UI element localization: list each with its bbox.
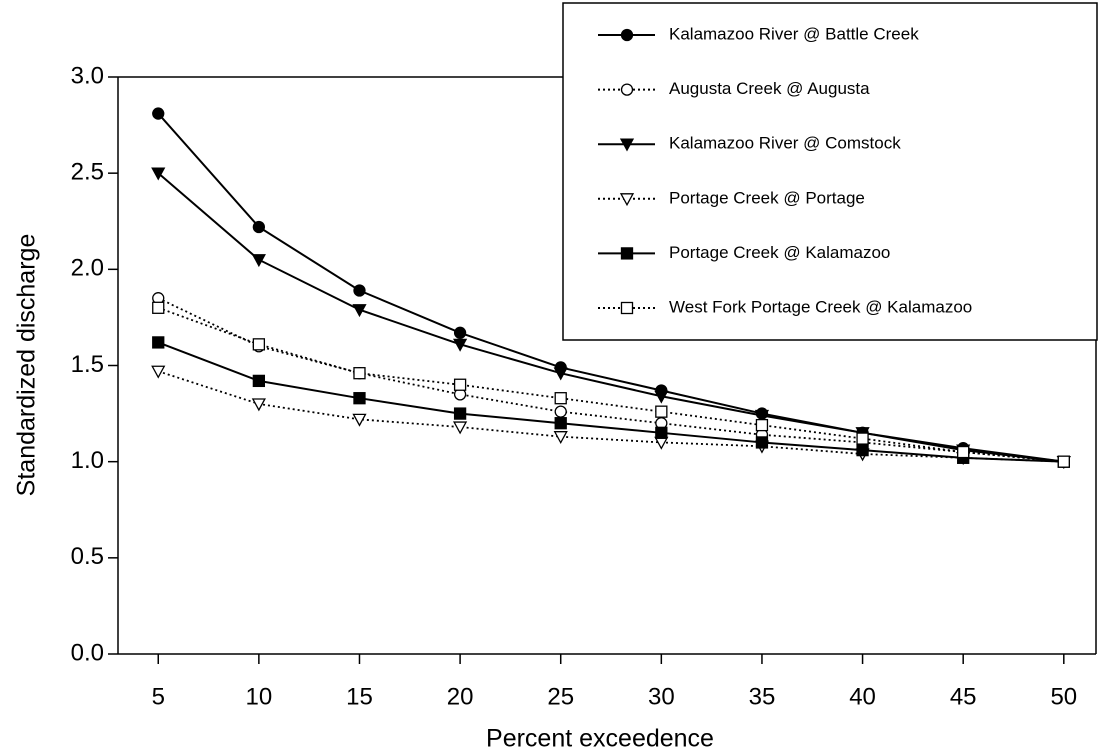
data-point xyxy=(554,417,567,430)
data-point xyxy=(754,409,770,423)
data-point xyxy=(755,418,769,432)
series-line xyxy=(157,370,1064,463)
data-point xyxy=(1057,455,1070,468)
x-tick-label: 40 xyxy=(849,683,876,710)
data-point xyxy=(453,421,468,435)
legend-marker xyxy=(619,138,635,152)
data-point xyxy=(655,405,668,418)
x-tick-label: 20 xyxy=(447,683,474,710)
legend-label: Augusta Creek @ Augusta xyxy=(669,79,870,98)
data-point xyxy=(252,374,266,388)
legend-marker xyxy=(620,28,634,42)
x-tick-label: 10 xyxy=(246,683,273,710)
y-tick-label: 2.5 xyxy=(71,159,104,186)
x-tick-label: 50 xyxy=(1050,683,1077,710)
x-tick-label: 5 xyxy=(152,683,165,710)
legend-marker xyxy=(620,301,634,315)
data-point xyxy=(553,367,568,381)
data-point xyxy=(151,167,166,181)
data-point xyxy=(755,436,769,449)
y-tick-label: 3.0 xyxy=(71,62,104,89)
series-line xyxy=(157,341,1064,463)
legend-marker xyxy=(620,247,634,260)
data-point xyxy=(252,338,266,351)
y-axis-title: Standardized discharge xyxy=(13,234,41,497)
legend-label: Kalamazoo River @ Battle Creek xyxy=(669,24,919,43)
legend-marker xyxy=(619,193,635,207)
x-tick-label: 25 xyxy=(547,683,574,710)
data-point xyxy=(554,405,567,418)
x-tick-label: 30 xyxy=(648,683,675,710)
legend-label: Portage Creek @ Kalamazoo xyxy=(669,243,890,262)
x-tick-label: 35 xyxy=(749,683,776,710)
legend-label: Portage Creek @ Portage xyxy=(669,188,865,207)
data-point xyxy=(353,367,366,380)
data-point xyxy=(453,326,467,339)
data-point xyxy=(353,392,366,405)
series-line xyxy=(157,297,1064,463)
data-point xyxy=(856,432,869,445)
data-point xyxy=(554,392,567,405)
data-point xyxy=(152,336,165,349)
data-point xyxy=(453,338,468,352)
x-axis-title: Percent exceedence xyxy=(486,725,714,753)
data-point xyxy=(654,390,669,404)
data-point xyxy=(252,220,266,234)
data-point xyxy=(957,445,970,459)
legend: Kalamazoo River @ Battle Creek Augusta Cr… xyxy=(562,2,1098,341)
y-tick-label: 0.5 xyxy=(71,543,104,570)
data-point xyxy=(152,301,165,314)
series-line xyxy=(157,172,1064,463)
y-tick-label: 1.5 xyxy=(71,351,104,378)
legend-label: West Fork Portage Creek @ Kalamazoo xyxy=(669,297,972,316)
legend-box xyxy=(562,2,1098,341)
series-line xyxy=(157,306,1064,463)
data-point xyxy=(453,407,467,420)
data-point xyxy=(453,378,467,391)
x-tick-label: 45 xyxy=(950,683,977,710)
data-point xyxy=(353,284,366,297)
legend-label: Kalamazoo River @ Comstock xyxy=(669,134,901,153)
y-tick-label: 1.0 xyxy=(71,447,104,474)
data-point xyxy=(151,365,166,379)
data-point xyxy=(352,304,367,318)
data-point xyxy=(251,254,266,268)
y-tick-label: 2.0 xyxy=(71,255,104,282)
x-tick-label: 15 xyxy=(346,683,373,710)
data-point xyxy=(251,398,266,412)
data-point xyxy=(856,443,869,457)
data-point xyxy=(352,413,367,427)
data-point xyxy=(553,431,568,445)
legend-marker xyxy=(620,83,634,96)
data-point xyxy=(655,426,668,439)
data-point xyxy=(152,107,165,120)
y-tick-label: 0.0 xyxy=(71,639,104,666)
